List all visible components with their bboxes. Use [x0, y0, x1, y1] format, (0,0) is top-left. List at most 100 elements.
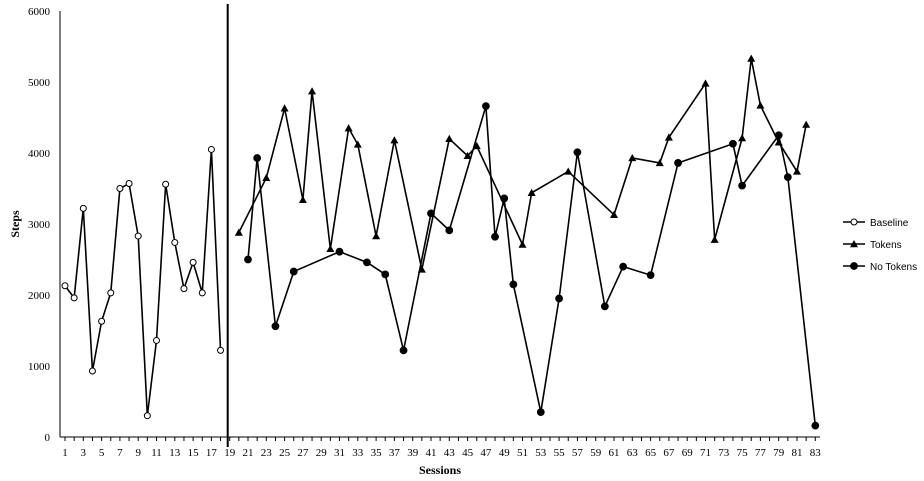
x-tick-label: 63	[627, 447, 639, 459]
no-tokens-point	[774, 131, 783, 140]
baseline-point	[134, 232, 142, 240]
x-tick-label: 15	[188, 447, 200, 459]
baseline-point	[116, 185, 124, 192]
tokens-point	[664, 133, 673, 141]
series-layer	[61, 54, 820, 430]
tokens-point	[564, 167, 573, 175]
tokens-point	[280, 104, 289, 112]
x-tick-label: 59	[590, 447, 602, 459]
tokens-point	[756, 101, 765, 109]
tokens-point	[701, 79, 710, 87]
baseline-series	[61, 145, 225, 420]
tokens-point	[472, 141, 481, 150]
baseline-point	[125, 180, 133, 188]
y-tick-label: 1000	[28, 361, 51, 373]
y-tick-label: 3000	[28, 219, 51, 231]
no-tokens-point	[381, 270, 390, 279]
x-tick-label: 57	[572, 447, 584, 459]
x-tick-label: 47	[480, 447, 492, 459]
baseline-point	[79, 204, 87, 212]
x-tick-label: 25	[279, 447, 291, 459]
x-tick-label: 79	[773, 447, 785, 459]
y-tick-label: 6000	[28, 6, 51, 18]
x-tick-label: 9	[135, 447, 141, 459]
x-tick-label: 1	[62, 447, 68, 459]
baseline-point	[143, 412, 151, 420]
x-tick-label: 51	[517, 447, 528, 459]
no-tokens-point	[399, 346, 408, 355]
baseline-point	[180, 285, 188, 293]
tokens-point	[308, 87, 317, 95]
no-tokens-point	[729, 139, 737, 148]
legend-item-baseline: Baseline	[843, 218, 909, 229]
y-tick-label: 2000	[28, 290, 51, 302]
no-tokens-point	[619, 262, 628, 271]
x-tick-label: 45	[462, 447, 474, 459]
no-tokens-point	[335, 247, 344, 256]
legend-label: Tokens	[870, 240, 902, 251]
x-tick-label: 33	[352, 447, 364, 459]
tokens-point	[793, 167, 801, 175]
baseline-point	[153, 336, 160, 344]
no-tokens-point	[271, 322, 280, 331]
x-tick-label: 13	[169, 447, 181, 459]
x-tick-label: 31	[334, 447, 345, 459]
tokens-point	[326, 244, 335, 253]
y-tick-labels: 0 1000 2000 3000 4000 5000 6000	[28, 6, 51, 444]
legend: Baseline Tokens No Tokens	[843, 218, 917, 273]
tokens-point	[344, 124, 353, 132]
x-tick-label: 53	[535, 447, 547, 459]
no-tokens-point	[482, 102, 490, 111]
no-tokens-point	[427, 209, 435, 218]
baseline-point	[189, 258, 197, 266]
no-tokens-line	[247, 105, 817, 426]
tokens-point	[463, 151, 472, 160]
tokens-point	[298, 195, 307, 204]
no-tokens-point	[555, 294, 563, 303]
tokens-point	[527, 188, 536, 196]
baseline-line	[64, 149, 222, 416]
baseline-point	[88, 367, 96, 375]
no-tokens-point	[646, 271, 655, 280]
legend-marker	[850, 240, 858, 248]
x-tick-label: 71	[700, 447, 711, 459]
x-tick-label: 19	[224, 447, 236, 459]
no-tokens-point	[509, 280, 518, 289]
x-tick-label: 7	[117, 447, 123, 459]
baseline-point	[171, 238, 179, 246]
x-tick-label: 75	[737, 447, 749, 459]
x-tick-label: 17	[206, 447, 218, 459]
x-tick-label: 55	[554, 447, 566, 459]
x-tick-labels: 1 3 5 7 9 11 13 15 17 19 21 23 25 27 29 31 33 35 37 39 41 43 4…	[62, 437, 821, 459]
legend-item-tokens: Tokens	[843, 240, 902, 251]
baseline-point	[162, 180, 170, 188]
baseline-point	[61, 282, 69, 290]
tokens-point	[518, 240, 527, 248]
no-tokens-point	[500, 194, 509, 203]
baseline-point	[198, 289, 206, 297]
x-tick-label: 61	[609, 447, 620, 459]
baseline-point	[107, 289, 115, 297]
legend-marker	[850, 218, 858, 226]
no-tokens-point	[289, 267, 298, 276]
tokens-point	[353, 140, 362, 148]
x-tick-label: 23	[261, 447, 273, 459]
x-tick-label: 37	[389, 447, 401, 459]
tokens-point	[628, 153, 637, 162]
x-tick-label: 65	[645, 447, 657, 459]
x-tick-label: 43	[444, 447, 456, 459]
no-tokens-point	[536, 408, 545, 417]
tokens-point	[234, 228, 243, 236]
no-tokens-point	[674, 159, 682, 167]
no-tokens-point	[783, 173, 792, 182]
x-tick-label: 77	[755, 447, 767, 459]
baseline-point	[217, 346, 225, 354]
baseline-point	[207, 145, 215, 153]
baseline-point	[98, 317, 106, 325]
y-tick-label: 0	[45, 432, 51, 444]
no-tokens-point	[600, 302, 609, 311]
tokens-point	[610, 210, 618, 218]
no-tokens-point	[738, 181, 746, 190]
legend-label: No Tokens	[870, 262, 917, 273]
